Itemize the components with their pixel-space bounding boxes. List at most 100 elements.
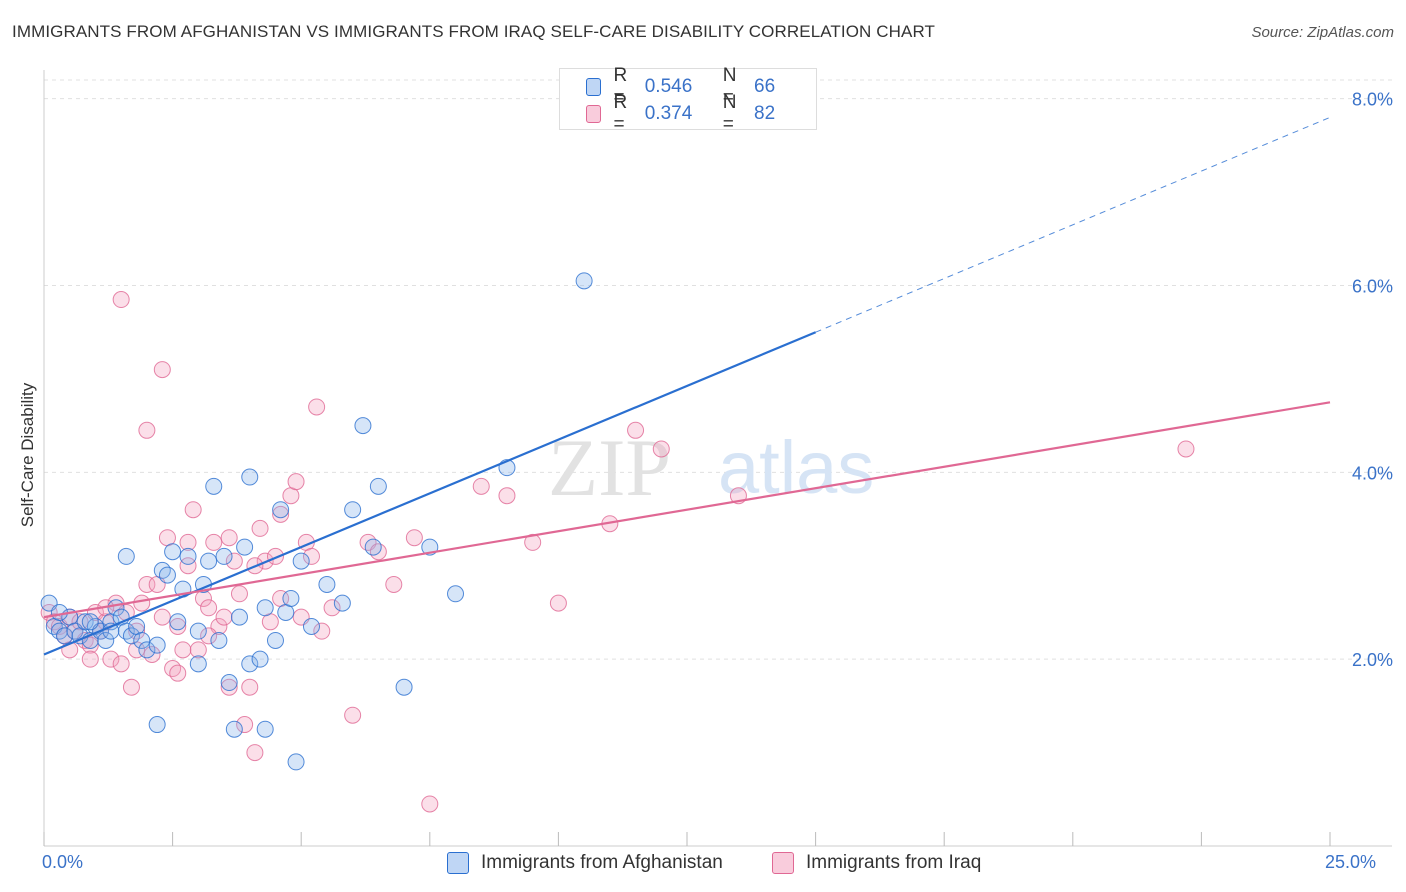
data-point xyxy=(230,585,248,603)
data-point xyxy=(251,519,269,537)
data-point xyxy=(241,655,259,673)
y-tick-labels: 2.0% 4.0% 6.0% 8.0% xyxy=(1352,90,1393,670)
data-point xyxy=(323,599,341,617)
data-point xyxy=(220,529,238,547)
data-point xyxy=(164,660,182,678)
y-tick-label: 8.0% xyxy=(1352,90,1393,110)
data-point xyxy=(200,627,218,645)
data-point xyxy=(71,613,89,631)
watermark: ZIP atlas xyxy=(548,422,874,513)
data-point xyxy=(405,529,423,547)
data-point xyxy=(189,641,207,659)
data-point xyxy=(169,617,187,635)
watermark-zip: ZIP xyxy=(548,422,671,513)
data-point xyxy=(272,501,290,519)
data-point xyxy=(256,720,274,738)
data-point xyxy=(138,421,156,439)
data-point xyxy=(97,631,115,649)
data-point xyxy=(122,678,140,696)
data-point xyxy=(225,552,243,570)
data-point xyxy=(117,622,135,640)
data-point xyxy=(333,594,351,612)
data-point xyxy=(225,720,243,738)
afghanistan-points xyxy=(40,272,593,771)
data-point xyxy=(575,272,593,290)
data-point xyxy=(210,631,228,649)
data-point xyxy=(153,361,171,379)
afghanistan-swatch xyxy=(586,78,602,96)
data-point xyxy=(498,487,516,505)
data-point xyxy=(318,575,336,593)
y-axis-label: Self-Care Disability xyxy=(18,382,37,528)
y-tick-label: 4.0% xyxy=(1352,463,1393,483)
data-point xyxy=(50,603,68,621)
data-point xyxy=(627,421,645,439)
data-point xyxy=(344,706,362,724)
x-tick-min: 0.0% xyxy=(42,852,84,872)
data-point xyxy=(272,505,290,523)
data-point xyxy=(302,547,320,565)
data-point xyxy=(220,678,238,696)
data-point xyxy=(472,477,490,495)
data-point xyxy=(313,622,331,640)
iraq-swatch xyxy=(772,852,794,874)
r-label: R = xyxy=(613,65,628,108)
data-point xyxy=(549,594,567,612)
data-point xyxy=(1177,440,1195,458)
data-point xyxy=(369,477,387,495)
afghanistan-swatch xyxy=(447,852,469,874)
data-point xyxy=(148,716,166,734)
watermark-atlas: atlas xyxy=(718,426,874,509)
legend-item-afghanistan[interactable]: Immigrants from Afghanistan xyxy=(447,852,723,874)
n-label: N = xyxy=(722,92,737,135)
data-point xyxy=(112,291,130,309)
y-tick-label: 6.0% xyxy=(1352,277,1393,297)
n-value: 82 xyxy=(754,103,776,124)
legend-label: Immigrants from Afghanistan xyxy=(481,852,723,873)
data-point xyxy=(143,646,161,663)
trend-lines xyxy=(43,116,1331,656)
legend-row-iraq: R = 0.374 N = 82 xyxy=(586,92,816,135)
data-point xyxy=(76,613,94,631)
data-point xyxy=(302,617,320,635)
source-label: Source: ZipAtlas.com xyxy=(1251,24,1394,41)
data-point xyxy=(251,650,269,668)
data-point xyxy=(256,599,274,617)
chart-title: IMMIGRANTS FROM AFGHANISTAN VS IMMIGRANT… xyxy=(12,22,935,41)
afghanistan-trend-extension xyxy=(815,116,1331,333)
data-point xyxy=(148,636,166,654)
data-point xyxy=(220,674,238,692)
data-point xyxy=(652,440,670,458)
data-point xyxy=(169,664,187,682)
data-point xyxy=(447,585,465,603)
data-point xyxy=(153,561,171,579)
data-point xyxy=(215,547,233,565)
data-point xyxy=(246,744,264,762)
data-point xyxy=(112,655,130,673)
data-point xyxy=(184,501,202,519)
data-point xyxy=(354,417,372,435)
data-point xyxy=(81,613,99,631)
data-point xyxy=(282,589,300,607)
data-point xyxy=(169,613,187,631)
data-point xyxy=(205,533,223,551)
data-point xyxy=(266,631,284,649)
stats-legend: R = 0.546 N = 66 R = 0.374 N = 82 xyxy=(559,65,817,135)
legend-row-afghanistan: R = 0.546 N = 66 xyxy=(586,65,816,108)
data-point xyxy=(179,547,197,565)
data-point xyxy=(344,501,362,519)
data-point xyxy=(189,622,207,640)
data-point xyxy=(117,547,135,565)
data-point xyxy=(205,477,223,495)
data-point xyxy=(200,599,218,617)
data-point xyxy=(138,575,156,593)
r-label: R = xyxy=(613,92,628,135)
data-point xyxy=(164,543,182,561)
data-point xyxy=(179,557,197,575)
data-point xyxy=(189,655,207,673)
data-point xyxy=(215,608,233,626)
axes xyxy=(43,70,1392,847)
x-tick-max: 25.0% xyxy=(1325,852,1377,872)
legend-item-iraq[interactable]: Immigrants from Iraq xyxy=(772,852,981,874)
data-point xyxy=(133,631,151,649)
